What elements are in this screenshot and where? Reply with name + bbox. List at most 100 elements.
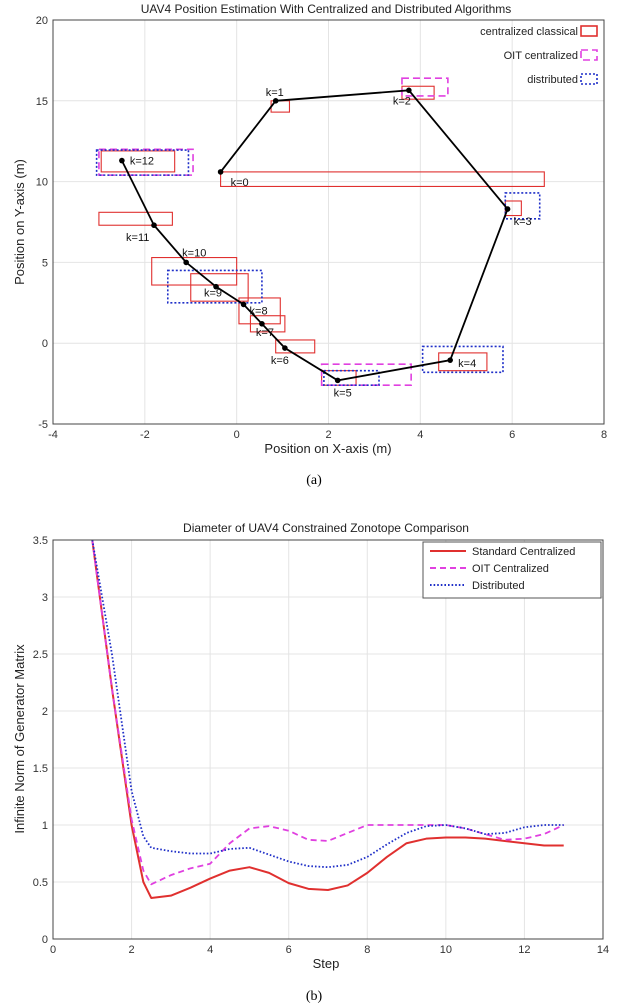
step-label: k=3 [514, 216, 532, 228]
trajectory-point [282, 345, 288, 351]
b-ytick-label: 0.5 [33, 877, 48, 889]
step-label: k=7 [256, 327, 274, 339]
step-label: k=4 [458, 358, 476, 370]
trajectory-point [119, 157, 125, 164]
uncertainty-box [98, 148, 194, 176]
legend-swatch [580, 49, 598, 61]
uncertainty-box [100, 150, 176, 173]
trajectory-point [447, 357, 453, 363]
b-ytick-label: 1.5 [33, 763, 48, 775]
step-label: k=10 [182, 247, 206, 259]
b-ytick-label: 3.5 [33, 535, 48, 547]
step-label: k=8 [250, 305, 268, 317]
chart-a-legend: centralized classical OIT centralized dist… [480, 25, 598, 86]
b-xtick-label: 10 [440, 944, 452, 956]
uncertainty-box [504, 192, 541, 220]
uncertainty-box [401, 77, 449, 97]
legend-entry-label: Distributed [472, 580, 525, 592]
a-xtick-label: -2 [140, 429, 150, 441]
trajectory-point [334, 377, 341, 384]
uncertainty-box [220, 171, 545, 187]
chart-a-step-labels: k=0 k=1 k=2 k=3 k=4 k=5 k=6 k=7 k=8 k=9 k=10 k=11 k=… [126, 87, 532, 400]
chart-a-xlabel: Position on X-axis (m) [264, 441, 391, 456]
uncertainty-box [275, 339, 316, 354]
uncertainty-box [421, 345, 504, 374]
chart-b-lines [91, 539, 565, 899]
step-label: k=6 [271, 355, 289, 367]
chart-a: UAV4 Position Estimation With Centralize… [12, 2, 607, 488]
a-ytick-label: 20 [36, 15, 48, 27]
legend-swatch [580, 73, 598, 85]
step-label: k=2 [393, 95, 411, 107]
trajectory-point [240, 301, 247, 308]
legend-swatch [580, 25, 598, 37]
b-ytick-label: 2 [42, 706, 48, 718]
legend-entry-label: distributed [527, 74, 578, 86]
a-ytick-label: 0 [42, 338, 48, 350]
uncertainty-box [95, 149, 190, 176]
chart-a-tick-labels: -4 -2 0 2 4 6 8 -5 0 5 10 15 20 [36, 15, 607, 441]
a-xtick-label: 4 [417, 429, 423, 441]
step-label: k=0 [231, 177, 249, 189]
uncertainty-box [98, 211, 173, 226]
b-xtick-label: 6 [286, 944, 292, 956]
trajectory-point [183, 259, 189, 266]
b-ytick-label: 0 [42, 934, 48, 946]
b-ytick-label: 2.5 [33, 649, 48, 661]
chart-b-axes-frame [52, 539, 604, 940]
trajectory-point [259, 321, 265, 327]
legend-entry-label: OIT centralized [504, 50, 578, 62]
a-ytick-label: 5 [42, 257, 48, 269]
chart-a-trajectory [119, 87, 511, 384]
chart-b-grid [52, 539, 604, 940]
trajectory-point [406, 87, 412, 94]
chart-a-boxes [95, 77, 545, 387]
chart-a-ylabel: Position on Y-axis (m) [12, 159, 27, 285]
chart-b: Diameter of UAV4 Constrained Zonotope Co… [12, 521, 609, 1004]
a-ytick-label: -5 [38, 419, 48, 431]
legend-entry-label: Standard Centralized [472, 546, 575, 558]
b-xtick-label: 14 [597, 944, 609, 956]
legend-entry-label: centralized classical [480, 26, 578, 38]
a-xtick-label: 0 [234, 429, 240, 441]
step-label: k=12 [130, 156, 154, 168]
b-ytick-label: 1 [42, 820, 48, 832]
chart-b-caption: (b) [306, 989, 323, 1004]
chart-b-ylabel: Infinite Norm of Generator Matrix [12, 644, 27, 834]
b-ytick-label: 3 [42, 592, 48, 604]
step-label: k=9 [204, 288, 222, 300]
chart-b-xlabel: Step [313, 956, 340, 971]
step-label: k=11 [126, 232, 149, 244]
chart-b-legend: Standard Centralized OIT Centralized Distr… [422, 541, 602, 599]
a-xtick-label: 8 [601, 429, 607, 441]
trajectory-point [213, 283, 219, 290]
b-xtick-label: 2 [129, 944, 135, 956]
uncertainty-box [190, 273, 249, 302]
step-label: k=5 [334, 387, 352, 399]
uncertainty-box [166, 269, 263, 304]
uncertainty-box [151, 257, 238, 286]
b-xtick-label: 12 [518, 944, 530, 956]
chart-a-title: UAV4 Position Estimation With Centralize… [141, 2, 512, 16]
trajectory-point [151, 222, 157, 229]
chart-b-tick-labels: 0 2 4 6 8 10 12 14 0 0.5 1 1.5 2 2.5 3 3.5 [33, 535, 609, 956]
a-xtick-label: 6 [509, 429, 515, 441]
uncertainty-box [320, 363, 412, 387]
b-xtick-label: 8 [364, 944, 370, 956]
a-ytick-label: 10 [36, 177, 48, 189]
trajectory-point [504, 206, 511, 212]
b-xtick-label: 4 [207, 944, 213, 956]
legend-entry-label: OIT Centralized [472, 563, 549, 575]
b-xtick-label: 0 [50, 944, 56, 956]
chart-a-axes-frame [52, 19, 605, 425]
a-xtick-label: 2 [325, 429, 331, 441]
chart-a-caption: (a) [306, 473, 322, 488]
trajectory-point [217, 169, 224, 175]
a-xtick-label: -4 [48, 429, 58, 441]
uncertainty-box [323, 369, 380, 387]
series-line [91, 539, 564, 869]
trajectory-point [272, 98, 279, 104]
trajectory-line [121, 89, 509, 382]
step-label: k=1 [266, 87, 284, 99]
